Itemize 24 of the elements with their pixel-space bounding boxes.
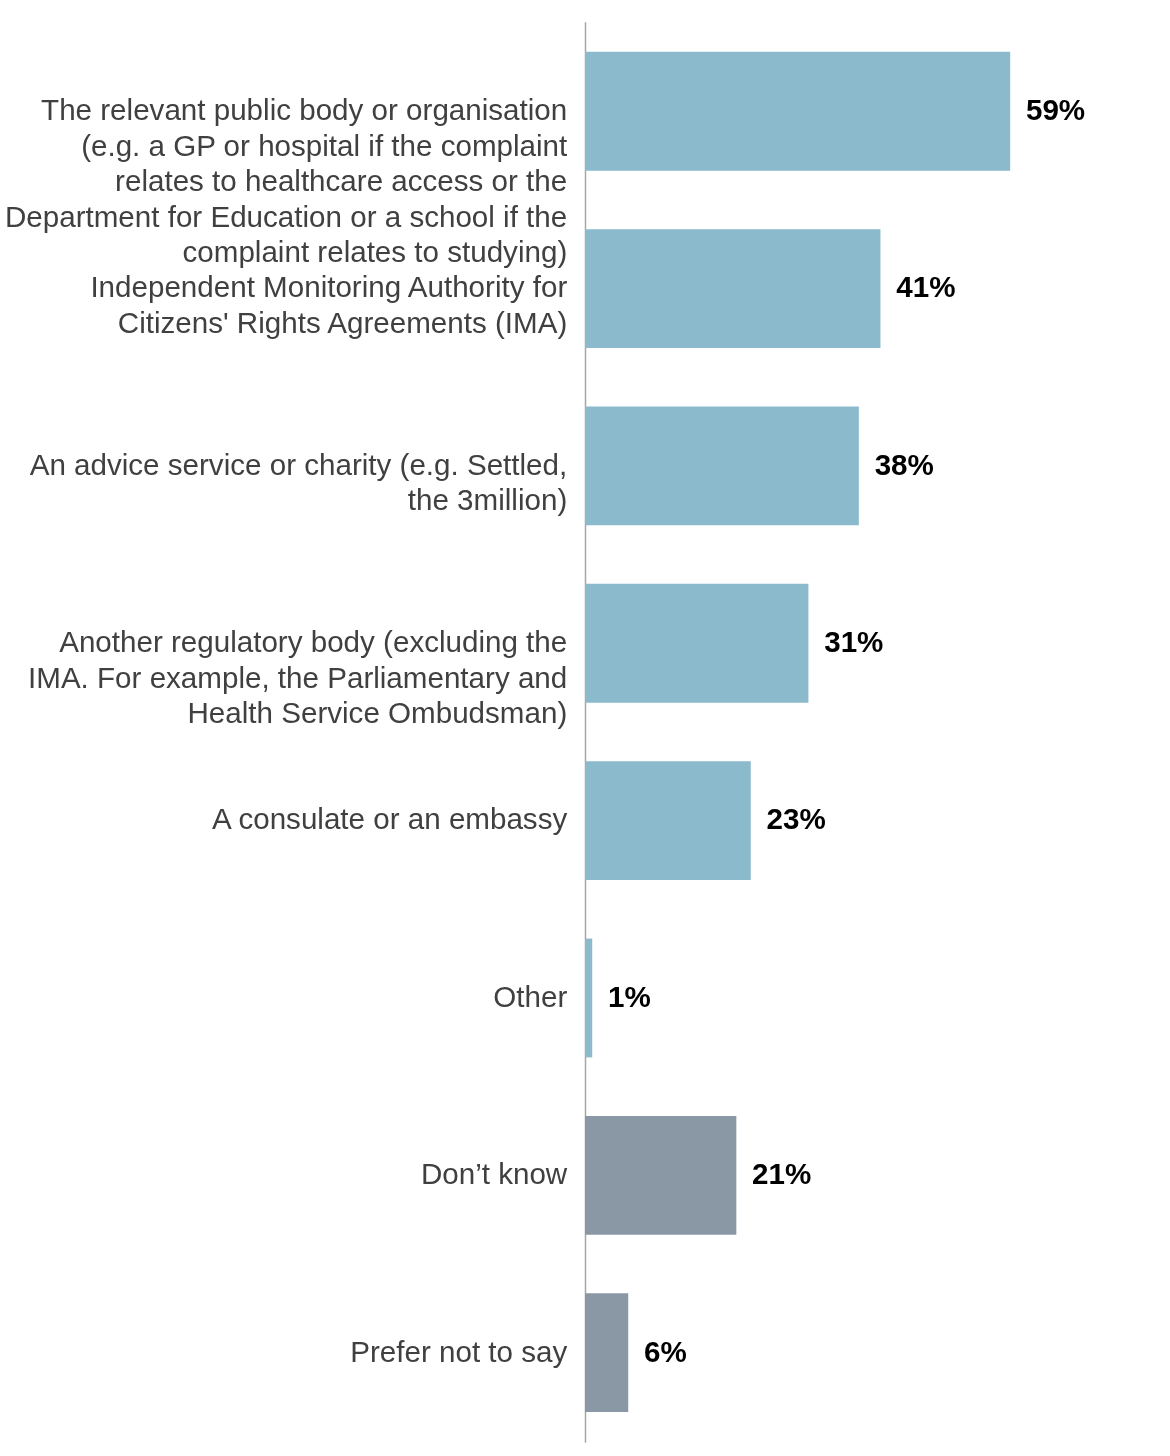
bar bbox=[585, 51, 1011, 171]
bar bbox=[585, 406, 859, 526]
bar bbox=[585, 583, 809, 703]
bar bbox=[585, 761, 751, 881]
y-tick-label: Other bbox=[493, 979, 568, 1013]
bar bbox=[585, 1293, 629, 1413]
bar bbox=[585, 938, 593, 1058]
data-label: 31% bbox=[824, 625, 884, 659]
y-tick-label: Another regulatory body (excluding the IMA. For example, the Parliamentary and Health Service Ombudsman) bbox=[28, 625, 568, 730]
y-tick-label: Prefer not to say bbox=[350, 1334, 568, 1368]
y-tick-label: The relevant public body or organisation (e.g. a GP or hospital if the complaint relates to healthcare access or the Department for Education or a school if the complaint relates to studying) bbox=[4, 93, 568, 269]
bar bbox=[585, 229, 881, 348]
data-label: 21% bbox=[752, 1157, 812, 1191]
y-tick-label: A consulate or an embassy bbox=[212, 802, 568, 836]
data-label: 23% bbox=[766, 802, 826, 836]
data-label: 1% bbox=[607, 979, 651, 1013]
data-label: 59% bbox=[1025, 93, 1086, 127]
y-tick-label: Independent Monitoring Authority for Citizens' Rights Agreements (IMA) bbox=[90, 270, 568, 339]
data-label: 6% bbox=[644, 1334, 687, 1368]
y-tick-label: Don’t know bbox=[420, 1157, 568, 1191]
data-label: 41% bbox=[896, 270, 956, 304]
bar bbox=[585, 1115, 737, 1235]
data-label: 38% bbox=[874, 447, 934, 481]
y-tick-label: An advice service or charity (e.g. Settled, the 3million) bbox=[29, 447, 568, 517]
